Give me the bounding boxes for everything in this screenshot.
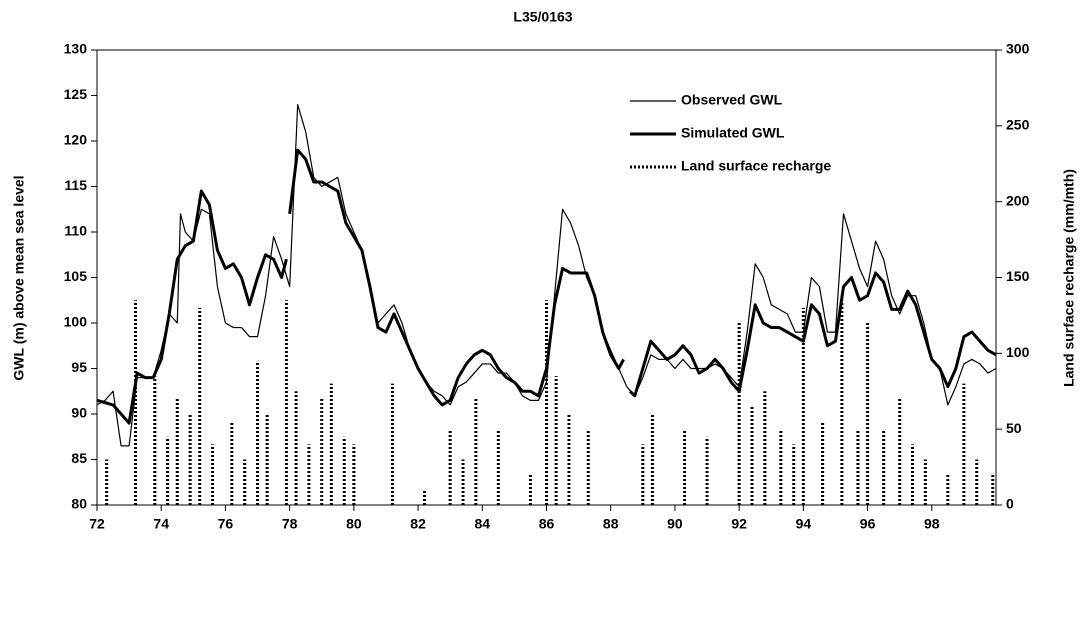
x-tick-label: 78 [282, 516, 298, 532]
x-tick-label: 86 [539, 516, 555, 532]
x-tick-label: 82 [410, 516, 426, 532]
y-axis-label: GWL (m) above mean sea level [11, 175, 27, 380]
y2-tick-label: 200 [1006, 192, 1030, 208]
y2-axis-label: Land surface recharge (mm/mth) [1061, 169, 1077, 387]
y2-tick-label: 150 [1006, 268, 1030, 284]
x-tick-label: 76 [218, 516, 234, 532]
y2-tick-label: 100 [1006, 344, 1030, 360]
y-tick-label: 115 [64, 177, 87, 193]
y-tick-label: 120 [64, 132, 88, 148]
x-tick-label: 92 [731, 516, 747, 532]
y-tick-label: 105 [64, 268, 88, 284]
y-tick-label: 95 [71, 359, 87, 375]
legend-label: Observed GWL [681, 92, 783, 108]
y2-tick-label: 250 [1006, 117, 1030, 133]
y-tick-label: 110 [64, 223, 87, 239]
y-tick-label: 100 [64, 314, 88, 330]
legend-label: Simulated GWL [681, 125, 785, 141]
y-tick-label: 125 [64, 86, 88, 102]
x-tick-label: 80 [346, 516, 362, 532]
x-tick-label: 84 [474, 516, 490, 532]
y-tick-label: 80 [71, 496, 87, 512]
series-line [96, 104, 997, 447]
x-tick-label: 72 [89, 516, 105, 532]
y-tick-label: 90 [71, 405, 87, 421]
x-tick-label: 90 [667, 516, 683, 532]
series-line [628, 271, 997, 398]
legend-label: Land surface recharge [681, 158, 831, 174]
series-line [96, 189, 288, 425]
y2-tick-label: 0 [1006, 496, 1014, 512]
y2-tick-label: 50 [1006, 420, 1022, 436]
y2-tick-label: 300 [1006, 41, 1030, 57]
y-tick-label: 85 [71, 450, 87, 466]
x-tick-label: 98 [924, 516, 940, 532]
chart-title: L35/0163 [513, 9, 572, 25]
series-line [288, 148, 625, 407]
x-tick-label: 74 [153, 516, 169, 532]
x-tick-label: 88 [603, 516, 619, 532]
x-tick-label: 94 [796, 516, 812, 532]
x-tick-label: 96 [860, 516, 876, 532]
y-tick-label: 130 [64, 41, 88, 57]
